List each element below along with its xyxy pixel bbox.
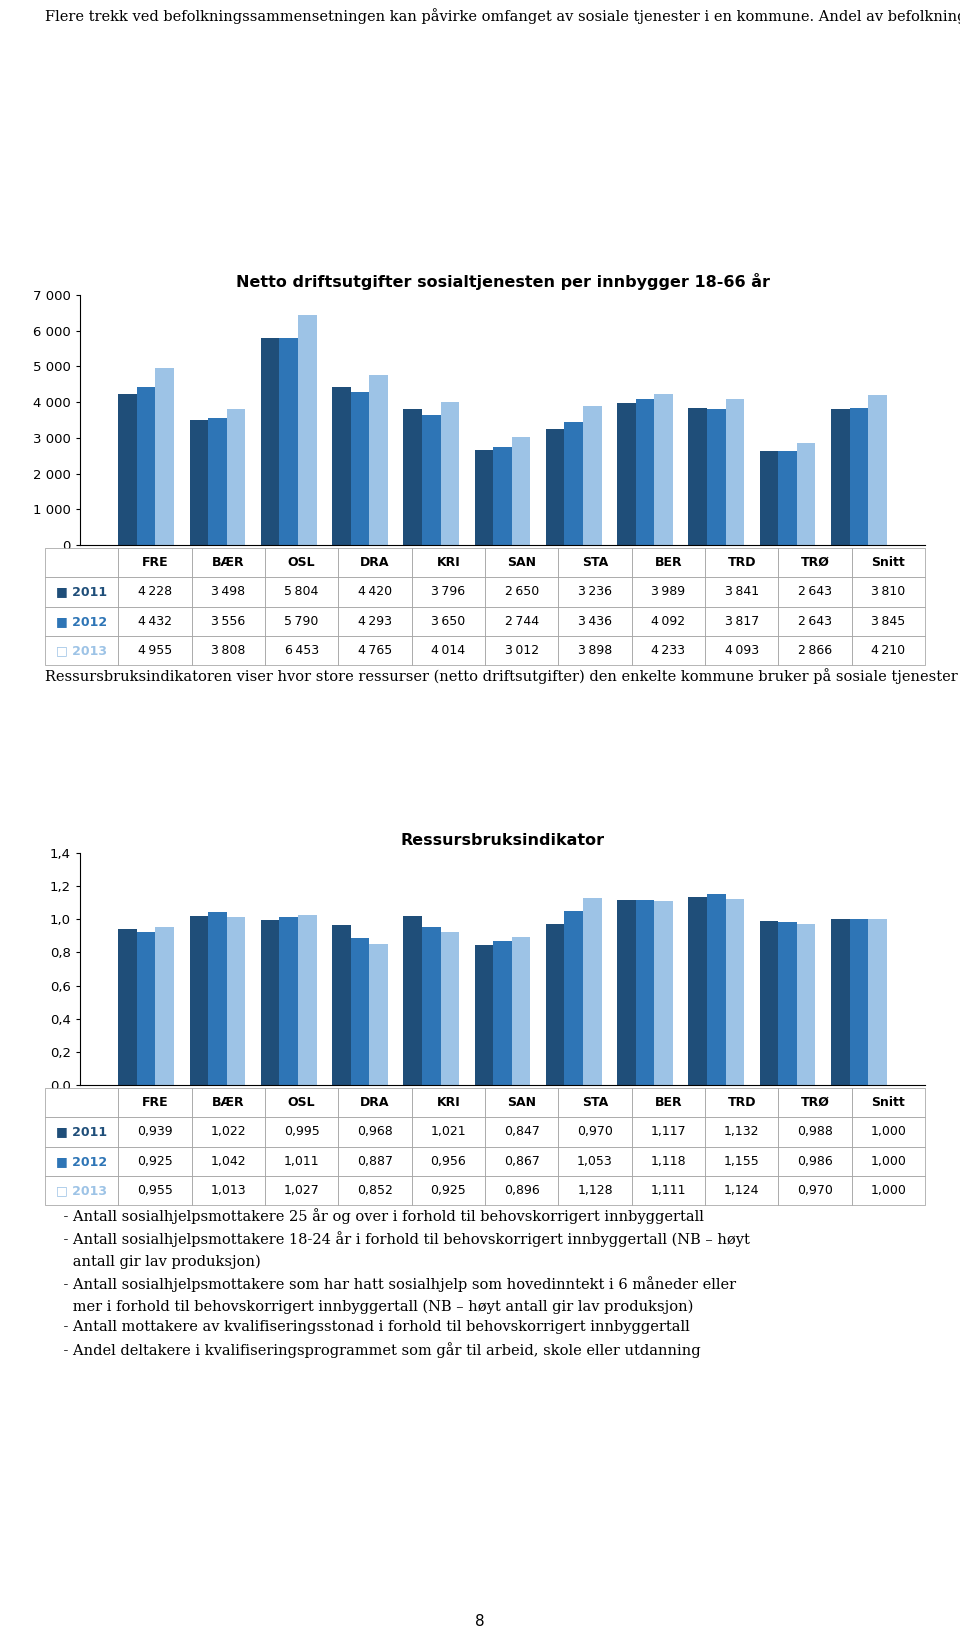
Bar <box>208 418 227 545</box>
Bar <box>850 407 868 545</box>
Bar <box>655 394 673 545</box>
Bar <box>279 917 298 1085</box>
Bar <box>422 927 441 1085</box>
Bar <box>546 924 564 1085</box>
Bar <box>403 409 422 545</box>
Bar <box>370 944 388 1085</box>
Bar <box>688 409 707 545</box>
Bar <box>350 392 370 545</box>
Bar <box>583 898 602 1085</box>
Bar <box>583 405 602 545</box>
Bar <box>137 932 156 1085</box>
Bar <box>779 922 797 1085</box>
Bar <box>868 919 887 1085</box>
Bar <box>118 394 137 545</box>
Bar <box>546 430 564 545</box>
Title: Ressursbruksindikator: Ressursbruksindikator <box>400 832 605 848</box>
Bar <box>474 945 493 1085</box>
Bar <box>261 338 279 545</box>
Text: Ressursbruksindikatoren viser hvor store ressurser (netto driftsutgifter) den en: Ressursbruksindikatoren viser hvor store… <box>45 668 960 684</box>
Bar <box>156 927 174 1085</box>
Bar <box>779 451 797 545</box>
Bar <box>797 443 815 545</box>
Bar <box>726 899 744 1085</box>
Bar <box>868 394 887 545</box>
Bar <box>279 338 298 545</box>
Bar <box>617 899 636 1085</box>
Bar <box>617 402 636 545</box>
Text: Flere trekk ved befolkningssammensetningen kan påvirke omfanget av sosiale tjene: Flere trekk ved befolkningssammensetning… <box>45 8 960 25</box>
Bar <box>298 914 317 1085</box>
Bar <box>332 387 350 545</box>
Text: - Antall sosialhjelpsmottakere 25 år og over i forhold til behovskorrigert innby: - Antall sosialhjelpsmottakere 25 år og … <box>45 1208 750 1357</box>
Bar <box>350 939 370 1085</box>
Bar <box>707 894 726 1085</box>
Bar <box>655 901 673 1085</box>
Bar <box>493 446 512 545</box>
Bar <box>474 450 493 545</box>
Bar <box>636 399 655 545</box>
Bar <box>137 387 156 545</box>
Bar <box>227 917 245 1085</box>
Bar <box>636 899 655 1085</box>
Bar <box>512 937 530 1085</box>
Bar <box>831 919 850 1085</box>
Bar <box>512 438 530 545</box>
Bar <box>726 399 744 545</box>
Bar <box>493 942 512 1085</box>
Bar <box>441 932 459 1085</box>
Bar <box>759 451 779 545</box>
Text: 8: 8 <box>475 1615 485 1630</box>
Bar <box>208 912 227 1085</box>
Bar <box>227 409 245 545</box>
Bar <box>850 919 868 1085</box>
Bar <box>422 415 441 545</box>
Bar <box>332 924 350 1085</box>
Bar <box>797 924 815 1085</box>
Bar <box>707 409 726 545</box>
Title: Netto driftsutgifter sosialtjenesten per innbygger 18-66 år: Netto driftsutgifter sosialtjenesten per… <box>235 272 770 290</box>
Bar <box>759 921 779 1085</box>
Bar <box>564 422 583 545</box>
Bar <box>564 911 583 1085</box>
Bar <box>190 916 208 1085</box>
Bar <box>261 921 279 1085</box>
Bar <box>190 420 208 545</box>
Bar <box>831 409 850 545</box>
Bar <box>298 315 317 545</box>
Bar <box>403 916 422 1085</box>
Bar <box>370 374 388 545</box>
Bar <box>156 368 174 545</box>
Bar <box>688 898 707 1085</box>
Bar <box>118 929 137 1085</box>
Bar <box>441 402 459 545</box>
